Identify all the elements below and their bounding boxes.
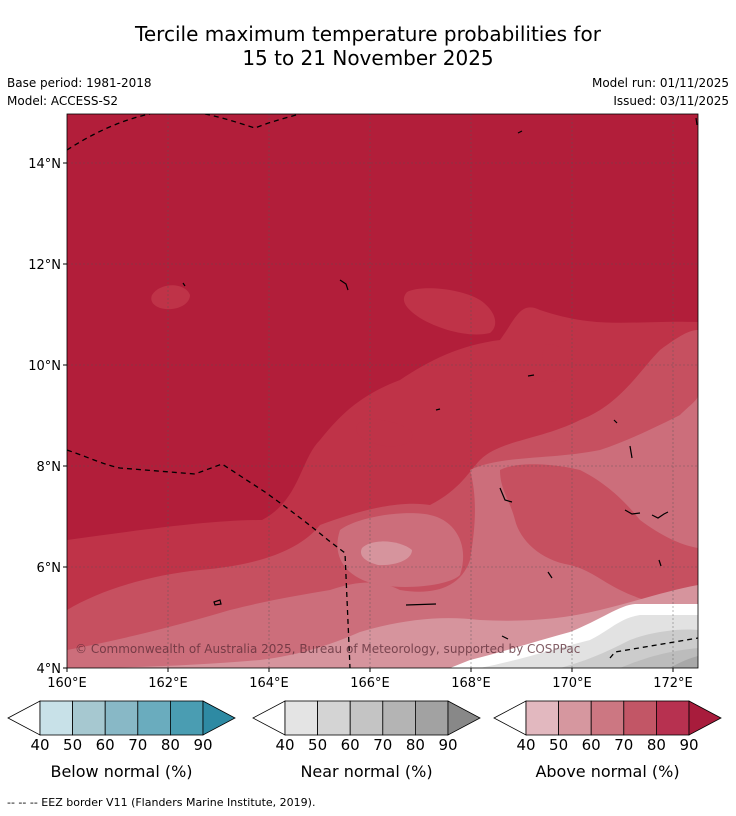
base-period: Base period: 1981-2018 [7,76,152,90]
island-outlines [182,117,698,640]
region-above-50-blob [360,541,412,566]
eez-border-lines [67,114,698,668]
colorbar-swatch [525,700,559,736]
model-run: Model run: 01/11/2025 [591,76,729,90]
copyright-notice: © Commonwealth of Australia 2025, Bureau… [75,642,580,656]
colorbar-tick-label: 50 [308,736,328,754]
colorbar-tick-label: 40 [516,736,536,754]
model-name: Model: ACCESS-S2 [7,94,119,108]
colorbar-high-arrow [688,700,722,736]
lon-label: 166°E [350,676,390,691]
lon-label: 172°E [653,676,693,691]
colorbar-swatch [558,700,592,736]
title-line-2: 15 to 21 November 2025 [242,46,494,70]
colorbar-swatch [623,700,657,736]
lon-label: 162°E [148,676,188,691]
colorbar-tick-label: 60 [340,736,360,754]
meta-left: Base period: 1981-2018 Model: ACCESS-S2 [7,74,152,110]
chart-title: Tercile maximum temperature probabilitie… [0,22,736,70]
lon-label: 164°E [249,676,289,691]
colorbars [7,700,722,736]
colorbar-tick-label: 80 [646,736,666,754]
colorbar-swatch [349,700,384,736]
eez-footnote: -- -- -- EEZ border V11 (Flanders Marine… [7,796,316,809]
probability-field [67,114,698,668]
colorbar-swatch [72,700,106,736]
region-above-60 [67,395,698,668]
colorbar-low-arrow [493,700,527,736]
colorbar-tick-label: 80 [405,736,425,754]
lon-label: 168°E [451,676,491,691]
region-above-80-blob3 [542,344,569,382]
colorbar-tick-label: 40 [275,736,295,754]
axis-ticks [63,162,674,672]
colorbar-tick-label: 70 [128,736,148,754]
colorbar-swatch [590,700,625,736]
lat-label: 4°N [37,662,62,677]
lat-label: 10°N [28,359,61,374]
colorbar-low-arrow [7,700,41,736]
meta-right: Model run: 01/11/2025 Issued: 03/11/2025 [592,74,729,110]
region-near-60 [620,648,698,668]
lat-labels: 14°N 12°N 10°N 8°N 6°N 4°N [28,157,61,677]
colorbar-tick-label: 40 [30,736,50,754]
colorbar-tick-label: 90 [679,736,699,754]
colorbar-swatch [39,700,73,736]
colorbar-label: Below normal (%) [50,762,193,781]
lon-labels: 160°E 162°E 164°E 166°E 168°E 170°E 172°… [47,676,693,691]
colorbar-high-arrow [202,700,236,736]
map-frame [66,113,699,669]
colorbar-tick-label: 50 [549,736,569,754]
colorbar-tick-label: 60 [581,736,601,754]
colorbar-swatch [317,700,351,736]
colorbar-swatch [137,700,171,736]
colorbar-tick-label: 80 [160,736,180,754]
colorbar-tick-label: 50 [63,736,83,754]
colorbar-tick-label: 90 [193,736,213,754]
region-above-80-blob2 [151,285,190,310]
colorbar-swatch [382,700,416,736]
issued-date: Issued: 03/11/2025 [613,94,729,108]
lon-label: 170°E [552,676,592,691]
colorbar-label: Near normal (%) [300,762,433,781]
colorbar-swatch [104,700,139,736]
lat-label: 6°N [37,561,62,576]
colorbar-label: Above normal (%) [535,762,680,781]
colorbar-tick-label: 70 [614,736,634,754]
title-line-1: Tercile maximum temperature probabilitie… [135,22,601,46]
colorbar-swatch [169,700,204,736]
colorbar-tick-label: 90 [438,736,458,754]
colorbar-high-arrow [447,700,481,736]
colorbar-swatch [414,700,449,736]
colorbar-swatch [656,700,690,736]
colorbar-swatch [284,700,318,736]
gridlines [67,114,698,668]
region-near-70 [670,656,698,668]
lat-label: 8°N [37,460,62,475]
colorbar-low-arrow [252,700,286,736]
region-above-70-back [500,464,698,605]
colorbar-tick-label: 70 [373,736,393,754]
lat-label: 14°N [28,157,61,172]
colorbar-tick-label: 60 [95,736,115,754]
lat-label: 12°N [28,258,61,273]
region-above-80-blob [403,288,496,335]
lon-label: 160°E [47,676,87,691]
